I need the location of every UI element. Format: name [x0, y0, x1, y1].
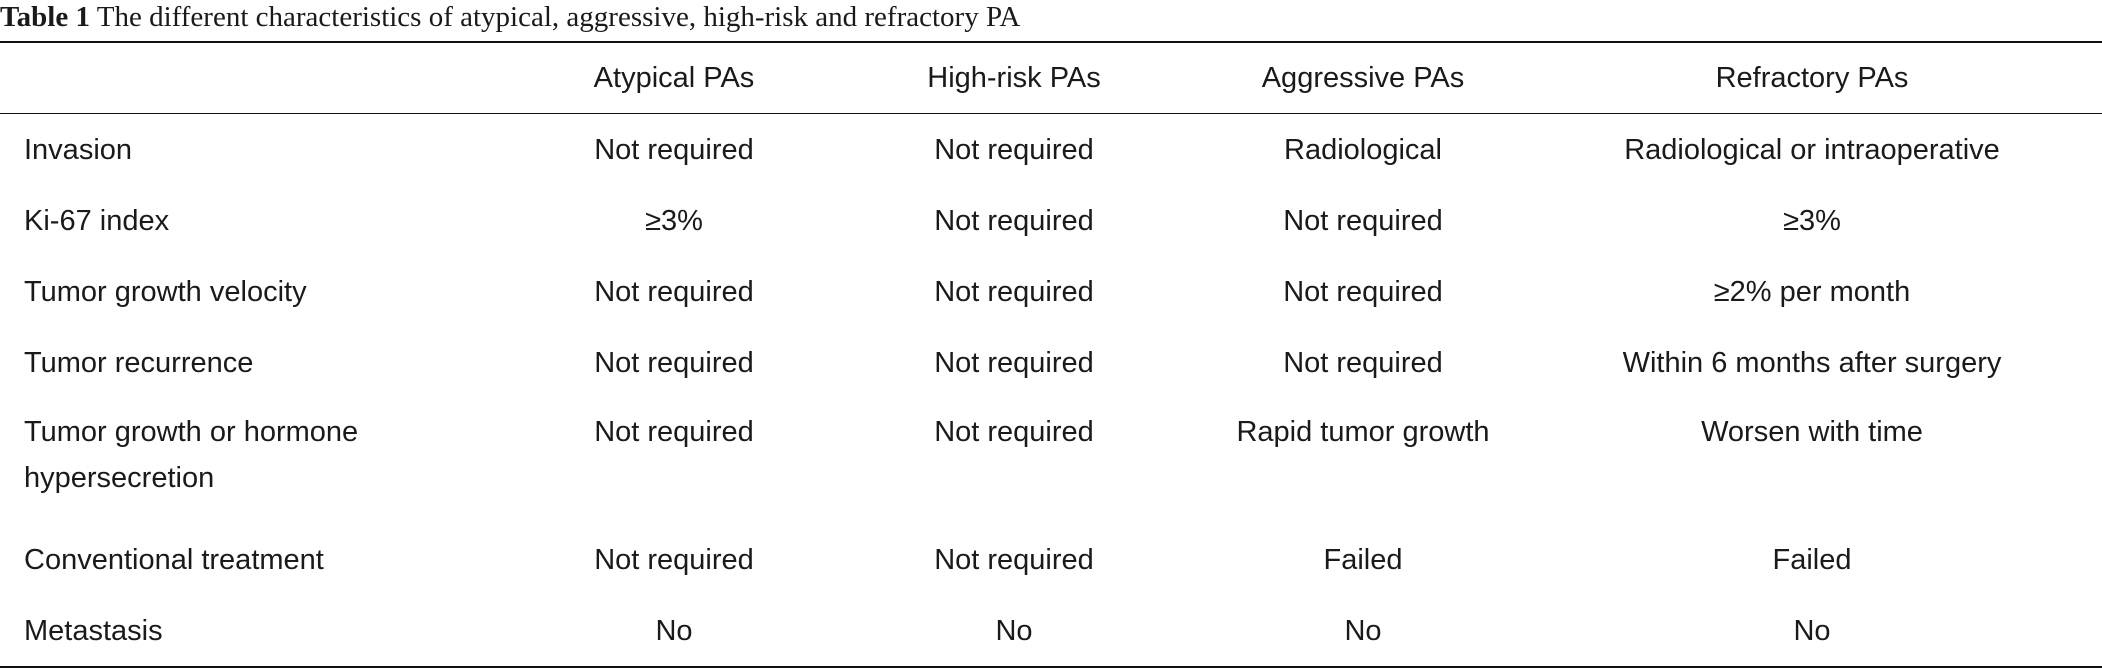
stub-header — [0, 42, 524, 114]
table-header: Atypical PAs High-risk PAs Aggressive PA… — [0, 42, 2102, 114]
table-cell: Not required — [594, 416, 754, 448]
row-label: Metastasis — [24, 614, 163, 647]
column-header-atypical: Atypical PAs — [524, 42, 824, 114]
column-header-aggressive: Aggressive PAs — [1204, 42, 1522, 114]
table-cell: Not required — [934, 543, 1094, 576]
table-cell: Not required — [934, 133, 1094, 166]
table-cell: Not required — [594, 346, 754, 379]
table-row: Conventional treatment Not required Not … — [0, 524, 2102, 595]
row-label: Tumor recurrence — [24, 346, 254, 379]
table-caption-label: Table 1 — [0, 1, 90, 33]
header-row: Atypical PAs High-risk PAs Aggressive PA… — [0, 42, 2102, 114]
table-cell: Not required — [594, 275, 754, 308]
table-cell: Not required — [1283, 204, 1443, 237]
table-cell: Not required — [934, 346, 1094, 379]
table-cell: Failed — [1772, 543, 1852, 576]
table-cell: ≥2% per month — [1713, 275, 1911, 308]
table-row: Tumor growth or hormone hypersecretion N… — [0, 398, 2102, 524]
column-header-refractory: Refractory PAs — [1522, 42, 2102, 114]
column-header-high-risk: High-risk PAs — [824, 42, 1204, 114]
table-row: Invasion Not required Not required Radio… — [0, 114, 2102, 186]
table-cell: ≥3% — [645, 204, 703, 237]
table-cell: Not required — [594, 133, 754, 166]
row-label-text: Tumor growth or hormone hypersecretion — [24, 416, 359, 494]
row-label: Tumor growth or hormone hypersecretion — [0, 398, 524, 524]
table-cell: Not required — [934, 204, 1094, 237]
row-label: Tumor growth velocity — [24, 275, 307, 308]
table-cell: Worsen with time — [1701, 416, 1923, 448]
table-row: Tumor growth velocity Not required Not r… — [0, 256, 2102, 327]
table-cell: No — [655, 614, 693, 647]
table-caption-text: The different characteristics of atypica… — [96, 1, 1021, 33]
table-cell: Within 6 months after surgery — [1622, 346, 2002, 379]
table-cell: Rapid tumor growth — [1236, 416, 1490, 448]
table-cell: Radiological or intraoperative — [1624, 133, 2000, 166]
table-cell: No — [1344, 614, 1382, 647]
row-label: Conventional treatment — [24, 543, 324, 576]
table-cell: No — [995, 614, 1033, 647]
table-cell: Not required — [934, 275, 1094, 308]
table-cell: Not required — [1283, 346, 1443, 379]
table-cell: ≥3% — [1783, 204, 1841, 237]
table-cell: No — [1793, 614, 1831, 647]
table-cell: Not required — [1283, 275, 1443, 308]
table-row: Ki-67 index ≥3% Not required Not require… — [0, 185, 2102, 256]
table-cell: Not required — [934, 416, 1094, 448]
table-caption: Table 1 The different characteristics of… — [0, 0, 1020, 40]
row-label: Ki-67 index — [24, 204, 170, 237]
table-cell: Failed — [1323, 543, 1403, 576]
table-cell: Not required — [594, 543, 754, 576]
table-cell: Radiological — [1284, 133, 1442, 166]
row-label: Invasion — [24, 133, 133, 166]
characteristics-table: Atypical PAs High-risk PAs Aggressive PA… — [0, 41, 2102, 668]
table-row: Tumor recurrence Not required Not requir… — [0, 327, 2102, 398]
table-row: Metastasis No No No No — [0, 595, 2102, 667]
table-body: Invasion Not required Not required Radio… — [0, 114, 2102, 668]
